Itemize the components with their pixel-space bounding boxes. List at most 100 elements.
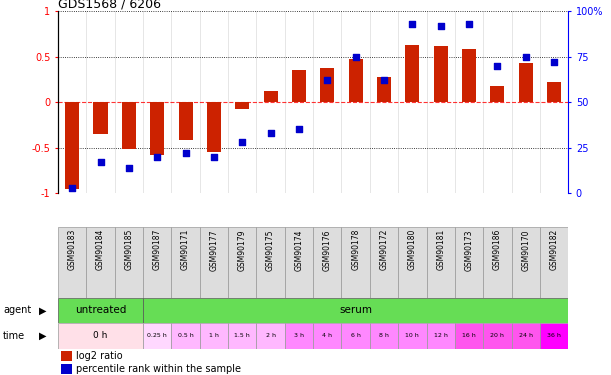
Text: ▶: ▶ bbox=[38, 305, 46, 315]
Point bbox=[67, 184, 77, 190]
Bar bbox=[58, 298, 143, 322]
Bar bbox=[263, 91, 278, 102]
Bar bbox=[490, 86, 505, 102]
Text: 16 h: 16 h bbox=[462, 333, 476, 338]
Point bbox=[238, 139, 247, 145]
Bar bbox=[58, 322, 143, 349]
Bar bbox=[228, 322, 257, 349]
Text: 2 h: 2 h bbox=[266, 333, 276, 338]
Point bbox=[549, 59, 559, 65]
Bar bbox=[257, 322, 285, 349]
Bar bbox=[370, 227, 398, 298]
Bar bbox=[200, 227, 228, 298]
Bar bbox=[511, 322, 540, 349]
Text: GSM90185: GSM90185 bbox=[125, 229, 133, 270]
Bar bbox=[143, 227, 172, 298]
Bar bbox=[370, 322, 398, 349]
Bar bbox=[200, 322, 228, 349]
Bar bbox=[257, 227, 285, 298]
Bar bbox=[483, 227, 511, 298]
Point bbox=[152, 154, 162, 160]
Bar bbox=[462, 50, 476, 102]
Bar bbox=[93, 102, 108, 134]
Point bbox=[209, 154, 219, 160]
Text: GSM90170: GSM90170 bbox=[521, 229, 530, 270]
Bar bbox=[122, 102, 136, 150]
Bar bbox=[313, 322, 342, 349]
Bar bbox=[172, 227, 200, 298]
Text: GSM90176: GSM90176 bbox=[323, 229, 332, 270]
Text: 1.5 h: 1.5 h bbox=[235, 333, 250, 338]
Bar bbox=[313, 227, 342, 298]
Text: GSM90171: GSM90171 bbox=[181, 229, 190, 270]
Bar bbox=[320, 68, 334, 102]
Text: GSM90173: GSM90173 bbox=[464, 229, 474, 270]
Point bbox=[379, 77, 389, 83]
Text: GDS1568 / 6206: GDS1568 / 6206 bbox=[58, 0, 161, 10]
Text: agent: agent bbox=[3, 305, 31, 315]
Text: ▶: ▶ bbox=[38, 331, 46, 340]
Text: time: time bbox=[3, 331, 25, 340]
Text: GSM90177: GSM90177 bbox=[210, 229, 219, 270]
Bar bbox=[434, 46, 448, 102]
Point bbox=[436, 23, 445, 29]
Text: 6 h: 6 h bbox=[351, 333, 360, 338]
Bar bbox=[143, 322, 172, 349]
Text: GSM90172: GSM90172 bbox=[379, 229, 389, 270]
Text: 36 h: 36 h bbox=[547, 333, 561, 338]
Bar bbox=[115, 227, 143, 298]
Point bbox=[294, 126, 304, 132]
Text: 12 h: 12 h bbox=[434, 333, 448, 338]
Text: serum: serum bbox=[339, 305, 372, 315]
Text: GSM90182: GSM90182 bbox=[549, 229, 558, 270]
Bar bbox=[342, 322, 370, 349]
Bar bbox=[235, 102, 249, 110]
Bar bbox=[60, 364, 72, 374]
Text: GSM90178: GSM90178 bbox=[351, 229, 360, 270]
Bar bbox=[426, 322, 455, 349]
Text: untreated: untreated bbox=[75, 305, 126, 315]
Point bbox=[464, 21, 474, 27]
Bar bbox=[455, 227, 483, 298]
Point bbox=[351, 54, 360, 60]
Text: 24 h: 24 h bbox=[519, 333, 533, 338]
Text: 1 h: 1 h bbox=[209, 333, 219, 338]
Point bbox=[181, 150, 191, 156]
Bar bbox=[86, 227, 115, 298]
Bar bbox=[143, 298, 568, 322]
Bar bbox=[342, 227, 370, 298]
Point bbox=[521, 54, 530, 60]
Bar bbox=[511, 227, 540, 298]
Bar bbox=[292, 70, 306, 102]
Bar bbox=[60, 351, 72, 361]
Text: 8 h: 8 h bbox=[379, 333, 389, 338]
Point bbox=[124, 165, 134, 171]
Text: 0.25 h: 0.25 h bbox=[147, 333, 167, 338]
Bar bbox=[178, 102, 192, 140]
Text: log2 ratio: log2 ratio bbox=[76, 351, 123, 361]
Bar bbox=[547, 82, 561, 102]
Point bbox=[408, 21, 417, 27]
Point bbox=[492, 63, 502, 69]
Bar bbox=[483, 322, 511, 349]
Text: GSM90187: GSM90187 bbox=[153, 229, 162, 270]
Bar bbox=[398, 227, 426, 298]
Bar bbox=[540, 322, 568, 349]
Point bbox=[266, 130, 276, 136]
Point bbox=[323, 77, 332, 83]
Text: GSM90186: GSM90186 bbox=[493, 229, 502, 270]
Text: 3 h: 3 h bbox=[294, 333, 304, 338]
Bar bbox=[58, 227, 86, 298]
Text: 20 h: 20 h bbox=[491, 333, 504, 338]
Bar bbox=[150, 102, 164, 155]
Text: 4 h: 4 h bbox=[323, 333, 332, 338]
Bar bbox=[377, 77, 391, 102]
Text: 10 h: 10 h bbox=[406, 333, 419, 338]
Text: percentile rank within the sample: percentile rank within the sample bbox=[76, 364, 241, 374]
Bar bbox=[398, 322, 426, 349]
Text: GSM90175: GSM90175 bbox=[266, 229, 275, 270]
Bar bbox=[65, 102, 79, 189]
Bar bbox=[285, 322, 313, 349]
Text: GSM90181: GSM90181 bbox=[436, 229, 445, 270]
Text: GSM90179: GSM90179 bbox=[238, 229, 247, 270]
